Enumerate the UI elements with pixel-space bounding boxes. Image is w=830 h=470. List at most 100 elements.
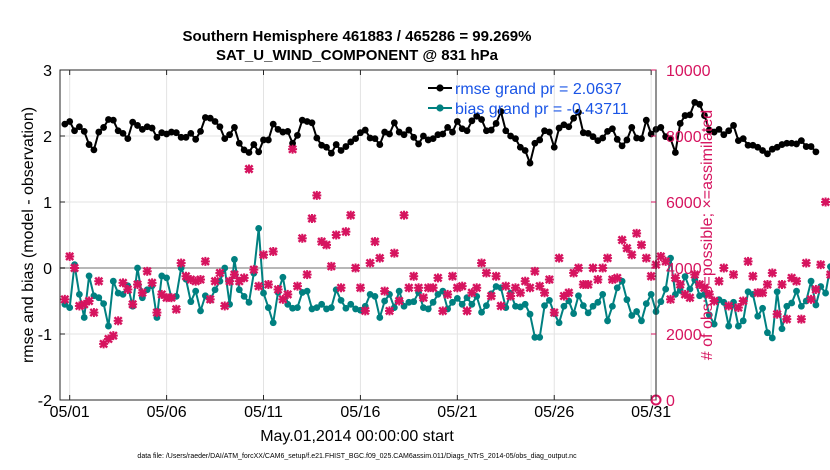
obs-assimilated-point bbox=[724, 301, 734, 311]
obs-assimilated-point bbox=[133, 280, 143, 289]
rmse-point bbox=[342, 143, 350, 150]
obs-assimilated-point bbox=[782, 314, 792, 324]
bias-point bbox=[594, 298, 602, 306]
data-file-footnote: data file: /Users/raeder/DAI/ATM_forcXX/… bbox=[137, 453, 577, 460]
obs-assimilated-point bbox=[94, 276, 104, 286]
rmse-point bbox=[327, 149, 335, 157]
rmse-point bbox=[439, 130, 447, 138]
rmse-point bbox=[371, 135, 379, 143]
obs-assimilated-point bbox=[380, 286, 390, 296]
obs-assimilated-point bbox=[273, 284, 283, 294]
rmse-point bbox=[512, 135, 519, 143]
rmse-point bbox=[492, 120, 500, 127]
obs-assimilated-point bbox=[796, 314, 806, 324]
bias-point bbox=[80, 314, 88, 321]
obs-assimilated-point bbox=[346, 210, 356, 220]
obs-assimilated-point bbox=[118, 278, 128, 288]
rmse-point bbox=[589, 133, 597, 141]
rmse-point bbox=[177, 133, 185, 141]
rmse-point bbox=[638, 135, 645, 143]
obs-assimilated-point bbox=[806, 294, 816, 304]
obs-assimilated-point bbox=[447, 271, 457, 281]
bias-point bbox=[628, 312, 636, 319]
bias-point bbox=[827, 263, 830, 271]
bias-point bbox=[424, 305, 432, 313]
obs-assimilated-point bbox=[239, 273, 249, 283]
rmse-series bbox=[61, 98, 820, 167]
obs-assimilated-point bbox=[428, 283, 438, 293]
rmse-point bbox=[405, 126, 413, 134]
rmse-point bbox=[449, 128, 456, 136]
obs-assimilated-point bbox=[128, 299, 138, 309]
obs-assimilated-point bbox=[530, 266, 540, 276]
bias-point bbox=[371, 292, 379, 300]
x-tick-label: 05/11 bbox=[244, 404, 283, 421]
bias-point bbox=[526, 310, 534, 318]
rmse-point bbox=[347, 138, 355, 146]
obs-assimilated-point bbox=[690, 270, 700, 280]
obs-assimilated-point bbox=[196, 275, 206, 285]
obs-assimilated-point bbox=[729, 270, 739, 280]
obs-assimilated-point bbox=[477, 258, 487, 268]
rmse-point bbox=[90, 146, 98, 154]
rmse-point bbox=[565, 123, 573, 131]
obs-assimilated-point bbox=[612, 273, 622, 283]
rmse-point bbox=[478, 116, 485, 123]
obs-assimilated-point bbox=[685, 293, 695, 303]
obs-assimilated-point bbox=[481, 268, 491, 278]
bias-point bbox=[545, 296, 553, 304]
rmse-point bbox=[148, 124, 156, 132]
bias-point bbox=[483, 302, 490, 310]
obs-assimilated-point bbox=[360, 306, 370, 316]
bias-point bbox=[478, 308, 485, 316]
bias-point bbox=[458, 300, 466, 308]
obs-assimilated-point bbox=[394, 296, 404, 306]
obs-assimilated-point bbox=[60, 294, 70, 304]
obs-assimilated-point bbox=[758, 288, 768, 298]
obs-assimilated-point bbox=[399, 210, 409, 220]
bias-point bbox=[783, 302, 791, 310]
rmse-point bbox=[80, 127, 88, 135]
rmse-point bbox=[526, 159, 534, 167]
bias-point bbox=[109, 277, 117, 285]
rmse-point bbox=[487, 126, 495, 134]
obs-assimilated-point bbox=[205, 294, 215, 304]
obs-assimilated-point bbox=[414, 283, 424, 293]
bias-point bbox=[410, 298, 418, 306]
obs-assimilated-point bbox=[501, 281, 511, 291]
rmse-point bbox=[720, 131, 728, 139]
rmse-point bbox=[182, 133, 190, 141]
bias-point bbox=[536, 333, 544, 341]
obs-assimilated-point bbox=[307, 214, 317, 223]
obs-marker-stroke bbox=[825, 270, 830, 276]
rmse-point bbox=[555, 124, 563, 132]
obs-assimilated-point bbox=[767, 268, 777, 278]
bias-point bbox=[764, 329, 771, 337]
obs-assimilated-point bbox=[331, 230, 341, 240]
bias-point bbox=[134, 264, 141, 272]
obs-assimilated-point bbox=[351, 263, 361, 273]
rmse-point bbox=[468, 117, 476, 125]
bias-point bbox=[555, 319, 563, 327]
rmse-point bbox=[797, 137, 805, 145]
bias-point bbox=[817, 283, 825, 290]
rmse-point bbox=[502, 127, 510, 135]
obs-assimilated-point bbox=[418, 293, 428, 303]
obs-assimilated-point bbox=[404, 283, 414, 293]
rmse-point bbox=[570, 114, 578, 122]
obs-assimilated-point bbox=[632, 228, 642, 238]
obs-assimilated-point bbox=[762, 280, 772, 289]
bias-point bbox=[294, 304, 301, 311]
rmse-point bbox=[575, 108, 582, 116]
x-axis-label: May.01,2014 00:00:00 start bbox=[260, 428, 454, 445]
bias-point bbox=[449, 298, 456, 306]
obs-assimilated-point bbox=[714, 276, 724, 286]
rmse-point bbox=[390, 119, 398, 127]
y-axis-label: rmse and bias (model - observation) bbox=[20, 107, 37, 363]
rmse-point bbox=[85, 141, 93, 148]
obs-assimilated-point bbox=[617, 235, 627, 245]
y-tick-label: 1 bbox=[43, 195, 52, 212]
obs-marker-stroke bbox=[825, 273, 830, 280]
bias-point bbox=[734, 322, 742, 330]
